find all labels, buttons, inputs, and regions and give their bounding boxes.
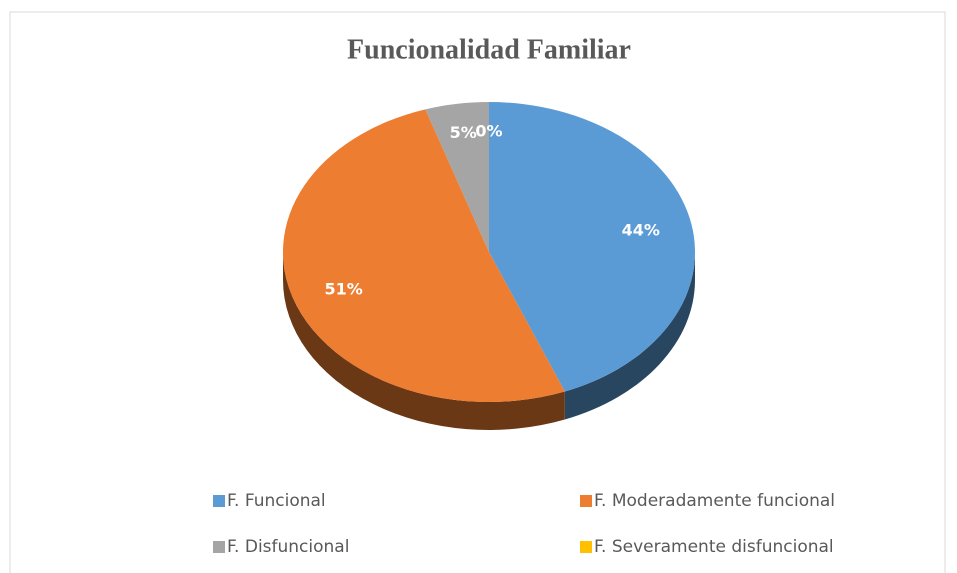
chart-title: Funcionalidad Familiar [347,34,631,65]
slice-side [283,252,565,431]
legend-label: F. Severamente disfuncional [594,537,834,557]
value-label: 44% [622,220,660,239]
legend-swatch [213,495,225,507]
legend-label: F. Moderadamente funcional [594,491,835,511]
legend-label: F. Funcional [227,491,326,511]
value-label: 51% [324,280,362,299]
legend-swatch [213,541,225,553]
legend-swatch [580,495,592,507]
slice-side [564,252,695,420]
value-label: 0% [475,122,502,141]
value-label: 5% [450,123,477,142]
legend-swatch [580,541,592,553]
slice [282,109,565,403]
legend-label: F. Disfuncional [227,537,349,557]
slice [489,102,695,392]
slice [425,102,489,252]
